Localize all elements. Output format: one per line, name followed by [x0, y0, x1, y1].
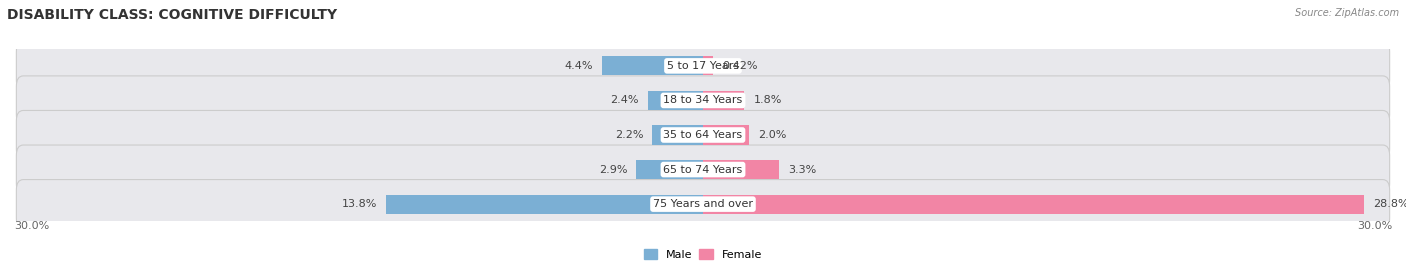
Text: 18 to 34 Years: 18 to 34 Years — [664, 95, 742, 106]
Text: DISABILITY CLASS: COGNITIVE DIFFICULTY: DISABILITY CLASS: COGNITIVE DIFFICULTY — [7, 8, 337, 22]
Bar — [703, 160, 779, 179]
FancyBboxPatch shape — [17, 76, 1389, 125]
Text: Source: ZipAtlas.com: Source: ZipAtlas.com — [1295, 8, 1399, 18]
Bar — [387, 195, 703, 214]
Text: 75 Years and over: 75 Years and over — [652, 199, 754, 209]
Text: 3.3%: 3.3% — [787, 164, 817, 175]
Text: 0.42%: 0.42% — [721, 61, 758, 71]
Bar — [602, 56, 703, 75]
Text: 1.8%: 1.8% — [754, 95, 782, 106]
Text: 28.8%: 28.8% — [1374, 199, 1406, 209]
Bar — [648, 91, 703, 110]
Text: 4.4%: 4.4% — [564, 61, 593, 71]
Text: 5 to 17 Years: 5 to 17 Years — [666, 61, 740, 71]
FancyBboxPatch shape — [17, 110, 1389, 160]
Text: 30.0%: 30.0% — [1357, 221, 1392, 231]
Text: 35 to 64 Years: 35 to 64 Years — [664, 130, 742, 140]
Bar — [703, 91, 744, 110]
Text: 2.9%: 2.9% — [599, 164, 627, 175]
Text: 13.8%: 13.8% — [342, 199, 377, 209]
Text: 65 to 74 Years: 65 to 74 Years — [664, 164, 742, 175]
Text: 2.0%: 2.0% — [758, 130, 786, 140]
Bar — [703, 195, 1364, 214]
FancyBboxPatch shape — [17, 41, 1389, 90]
Bar — [652, 126, 703, 144]
Legend: Male, Female: Male, Female — [640, 245, 766, 264]
Text: 2.2%: 2.2% — [614, 130, 644, 140]
Bar — [703, 56, 713, 75]
Bar — [703, 126, 749, 144]
FancyBboxPatch shape — [17, 145, 1389, 194]
Text: 2.4%: 2.4% — [610, 95, 638, 106]
FancyBboxPatch shape — [17, 180, 1389, 229]
Text: 30.0%: 30.0% — [14, 221, 49, 231]
Bar — [637, 160, 703, 179]
